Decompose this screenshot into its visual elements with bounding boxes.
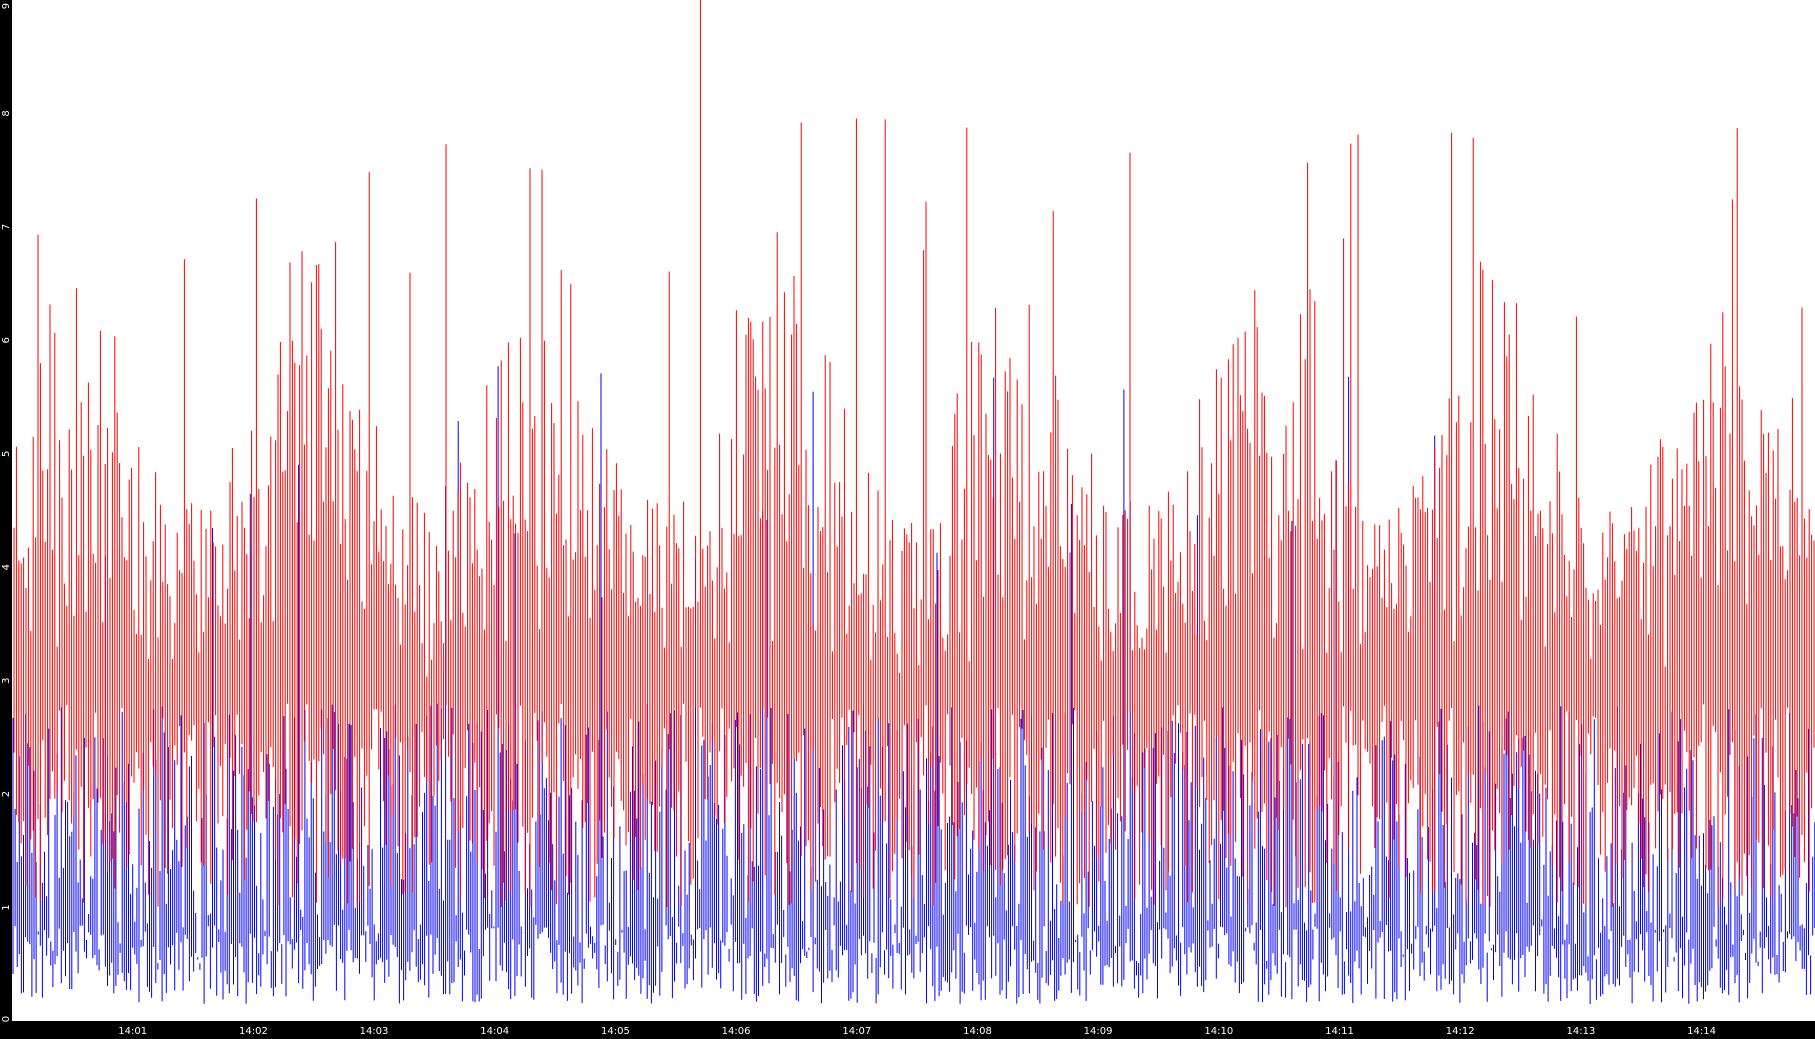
y-tick-label: 5: [1, 451, 12, 457]
x-tick-label: 14:04: [480, 1026, 509, 1037]
y-tick-label: 7: [1, 224, 12, 230]
series-red: [13, 0, 1815, 908]
y-axis: 0 1 2 3 4 5 6 7 8 9: [1, 3, 12, 1022]
y-tick-label: 1: [1, 904, 12, 910]
x-tick-label: 14:13: [1566, 1026, 1595, 1037]
x-tick-label: 14:11: [1325, 1026, 1354, 1037]
x-tick-label: 14:12: [1446, 1026, 1475, 1037]
y-tick-label: 2: [1, 791, 12, 797]
x-tick-label: 14:10: [1204, 1026, 1233, 1037]
x-tick-label: 14:14: [1687, 1026, 1716, 1037]
x-axis: 14:01 14:02 14:03 14:04 14:05 14:06 14:07 14:08…: [118, 1026, 1716, 1037]
x-tick-label: 14:06: [722, 1026, 751, 1037]
y-tick-label: 4: [1, 564, 12, 570]
x-tick-label: 14:02: [239, 1026, 268, 1037]
x-tick-label: 14:07: [842, 1026, 871, 1037]
x-tick-label: 14:01: [118, 1026, 147, 1037]
y-tick-label: 0: [1, 1016, 12, 1022]
series-blue: [12, 366, 1815, 1004]
y-tick-label: 8: [1, 110, 12, 116]
x-tick-label: 14:08: [963, 1026, 992, 1037]
y-tick-label: 3: [1, 678, 12, 684]
y-tick-label: 6: [1, 337, 12, 343]
x-tick-label: 14:09: [1084, 1026, 1113, 1037]
y-tick-label: 9: [1, 3, 12, 9]
x-tick-label: 14:05: [601, 1026, 630, 1037]
x-tick-label: 14:03: [360, 1026, 389, 1037]
